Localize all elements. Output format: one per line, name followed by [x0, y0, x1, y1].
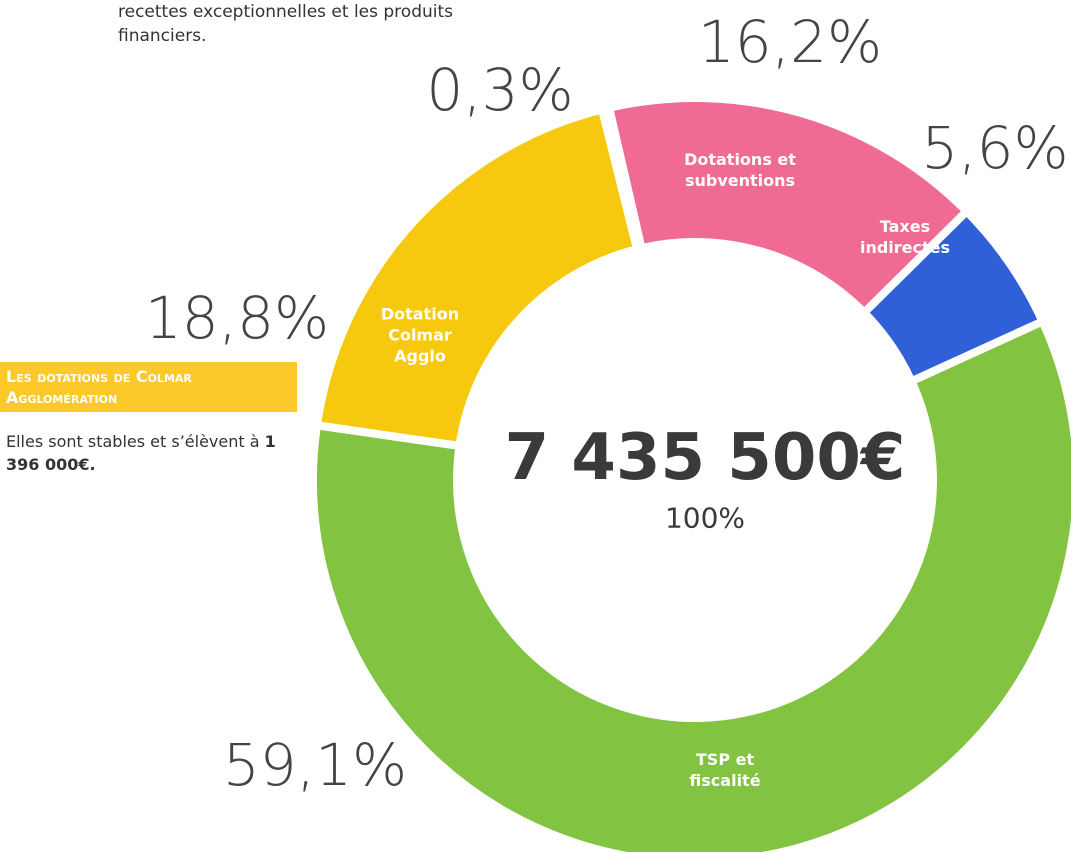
value-label: 16,2% [697, 8, 883, 76]
value-label: 18,8% [144, 284, 330, 352]
donut-slice [605, 94, 971, 317]
intro-text: recettes exceptionnelles et les produits… [118, 2, 454, 46]
box-amount: 1 396 000€. [6, 432, 276, 474]
center-sublabel: 100% [664, 501, 746, 535]
center-label: 7 435 500€ [504, 421, 906, 495]
donut-slice [312, 105, 642, 450]
value-label: 59,1% [222, 731, 408, 799]
box-title: Les dotations de Colmar Agglomération [0, 362, 297, 412]
slice-label: Dotations et subventions [684, 150, 796, 190]
box-text: Elles sont stables et s’élèvent à 1 396 … [6, 430, 296, 476]
box-text-body: Elles sont stables et s’élèvent à [6, 432, 260, 451]
slice-label: TSP et fiscalité [689, 750, 761, 790]
value-label: 0,3% [426, 56, 574, 124]
slice-label: Taxes indirectes [859, 217, 951, 257]
value-label: 5,6% [921, 114, 1069, 182]
donut-slice [309, 317, 1071, 852]
slice-label: Dotation Colmar Agglo [380, 304, 460, 366]
donut-slice [598, 103, 646, 254]
